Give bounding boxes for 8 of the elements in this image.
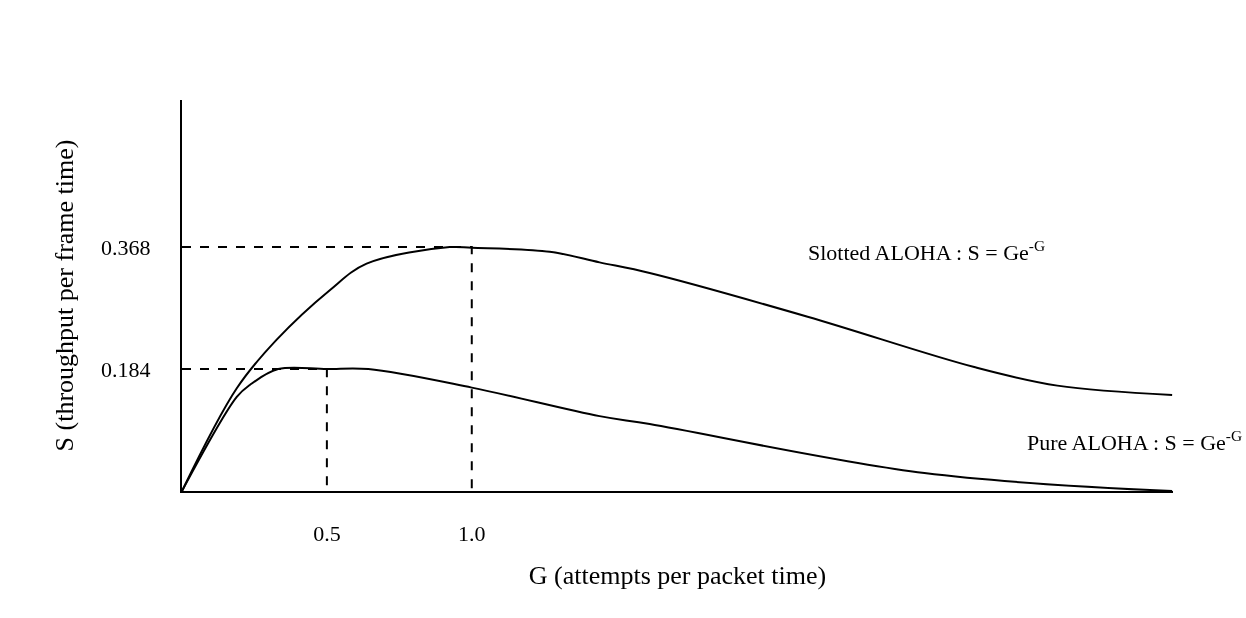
text: Slotted ALOHA : S = Ge$^{-G}$: [808, 237, 1046, 266]
series-label: Pure ALOHA : S = Ge$^{-G}$: [1027, 427, 1243, 456]
x-tick-label: 1.0: [458, 521, 486, 547]
y-axis-title: S (throughput per frame time): [50, 139, 79, 452]
y-tick-label: 0.184: [101, 356, 151, 382]
x-axis-title: G (attempts per packet time): [528, 560, 827, 590]
x-tick-label: 0.5: [313, 521, 341, 547]
y-tick-label: 0.368: [101, 234, 151, 260]
